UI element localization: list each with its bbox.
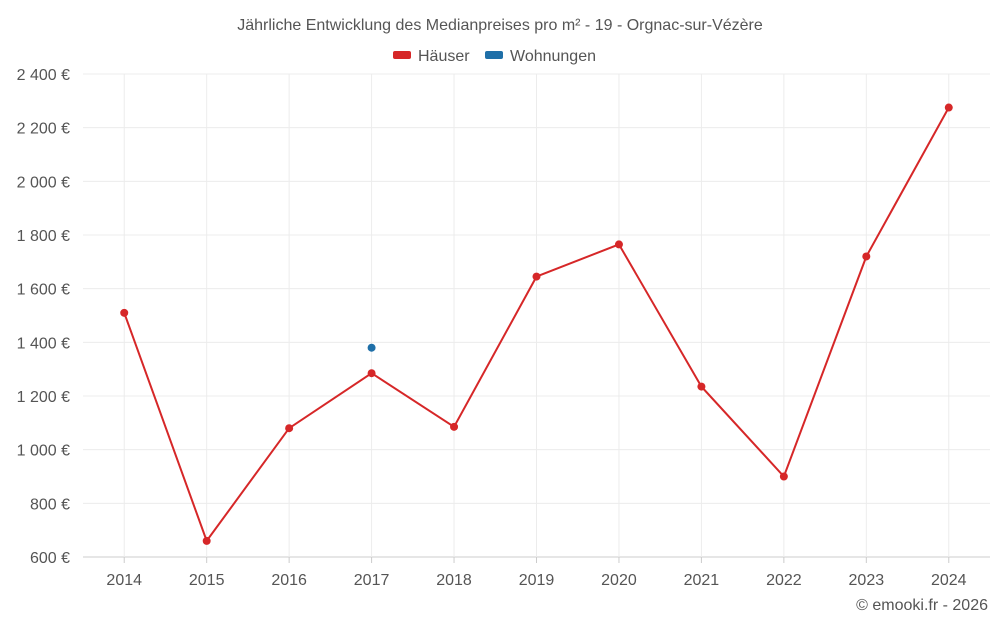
x-axis: 2014 2015 2016 2017 2018 2019 2020 2021 2022 2023… [106,557,967,589]
legend-item-wohnungen[interactable]: Wohnungen [485,48,596,65]
y-tick-label: 2 000 € [17,174,70,191]
y-tick-label: 1 600 € [17,282,70,299]
data-point-haeuser[interactable] [944,103,953,112]
chart-title: Jährliche Entwicklung des Medianpreises … [237,17,763,34]
x-tick-label: 2021 [684,572,720,589]
data-point-haeuser[interactable] [367,369,376,378]
x-tick-label: 2023 [849,572,885,589]
x-tick-label: 2017 [354,572,390,589]
legend-label-haeuser: Häuser [418,48,470,65]
legend-item-haeuser[interactable]: Häuser [393,48,470,65]
y-tick-label: 1 200 € [17,389,70,406]
x-tick-label: 2018 [436,572,472,589]
data-point-haeuser[interactable] [779,472,788,481]
y-tick-label: 1 000 € [17,443,70,460]
legend-swatch-wohnungen [485,51,503,59]
x-tick-label: 2016 [271,572,307,589]
credit-text: © emooki.fr - 2026 [856,597,988,614]
data-point-haeuser[interactable] [120,308,129,317]
legend-swatch-haeuser [393,51,411,59]
data-point-wohnungen[interactable] [367,343,376,352]
y-tick-label: 2 200 € [17,121,70,138]
x-tick-label: 2024 [931,572,967,589]
data-point-haeuser[interactable] [285,424,294,433]
legend: Häuser Wohnungen [393,48,596,65]
legend-label-wohnungen: Wohnungen [510,48,596,65]
y-tick-label: 1 400 € [17,335,70,352]
y-axis: 600 € 800 € 1 000 € 1 200 € 1 400 € 1 600 € 1 … [17,67,70,567]
data-point-haeuser[interactable] [697,382,706,391]
series-layer [120,103,953,545]
y-tick-label: 800 € [30,496,70,513]
data-point-haeuser[interactable] [532,272,541,281]
data-point-haeuser[interactable] [614,240,623,249]
data-point-haeuser[interactable] [862,252,871,261]
data-point-haeuser[interactable] [202,536,211,545]
x-tick-label: 2015 [189,572,225,589]
grid [83,73,990,558]
x-tick-label: 2020 [601,572,637,589]
x-tick-label: 2019 [519,572,555,589]
y-tick-label: 1 800 € [17,228,70,245]
x-tick-label: 2022 [766,572,802,589]
y-tick-label: 2 400 € [17,67,70,84]
y-tick-label: 600 € [30,550,70,567]
data-point-haeuser[interactable] [450,422,459,431]
x-tick-label: 2014 [106,572,142,589]
